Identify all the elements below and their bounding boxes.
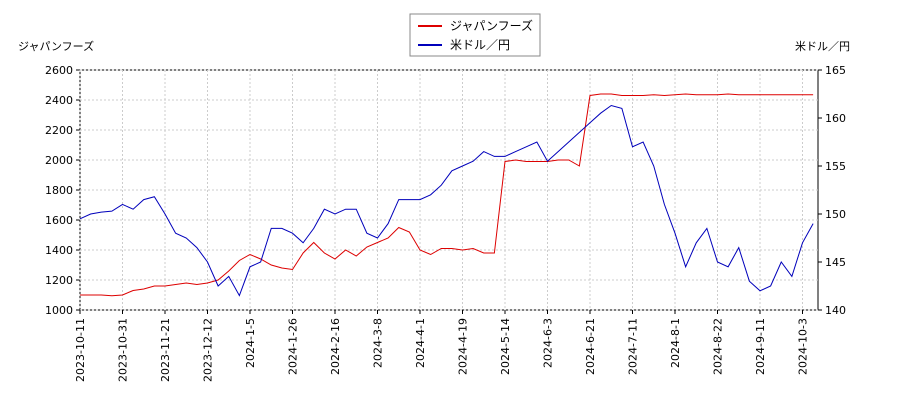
x-tick-label: 2024-5-14 (499, 318, 512, 375)
y-axis-label: ジャパンフーズ (18, 39, 94, 53)
series-line (79, 104, 814, 297)
y2-tick-label: 155 (825, 160, 846, 173)
y2-axis-label: 米ドル／円 (795, 40, 850, 53)
x-tick-label: 2024-4-1 (414, 318, 427, 368)
x-tick-label: 2024-2-16 (329, 318, 342, 375)
y2-tick-label: 165 (825, 64, 846, 77)
x-tick-label: 2024-9-11 (754, 318, 767, 375)
y-tick-label: 2000 (45, 154, 73, 167)
y2-tick-label: 145 (825, 256, 846, 269)
x-tick-label: 2024-1-26 (287, 318, 300, 375)
y-tick-label: 2400 (45, 94, 73, 107)
y-tick-label: 1200 (45, 274, 73, 287)
y2-tick-label: 160 (825, 112, 846, 125)
y-tick-label: 1800 (45, 184, 73, 197)
x-tick-label: 2024-6-21 (584, 318, 597, 375)
x-tick-label: 2024-8-22 (712, 318, 725, 375)
x-tick-label: 2024-3-8 (372, 318, 385, 368)
y2-tick-label: 150 (825, 208, 846, 221)
x-tick-label: 2023-10-31 (117, 318, 130, 382)
y2-tick-label: 140 (825, 304, 846, 317)
y-tick-label: 1000 (45, 304, 73, 317)
x-tick-label: 2023-11-21 (159, 318, 172, 382)
legend-label: 米ドル／円 (450, 38, 510, 52)
legend (409, 13, 541, 57)
series-line (80, 93, 814, 297)
x-tick-label: 2024-6-3 (542, 318, 555, 368)
x-tick-label: 2024-7-11 (627, 318, 640, 375)
x-tick-label: 2023-10-11 (74, 318, 87, 382)
x-tick-label: 2024-10-3 (797, 318, 810, 375)
y-tick-label: 2200 (45, 124, 73, 137)
x-tick-label: 2023-12-12 (202, 318, 215, 382)
y-tick-label: 1400 (45, 244, 73, 257)
legend-label: ジャパンフーズ (450, 18, 533, 33)
x-tick-label: 2024-8-1 (669, 318, 682, 368)
y-tick-label: 2600 (45, 64, 73, 77)
x-tick-label: 2024-1-5 (244, 318, 257, 368)
x-tick-label: 2024-4-19 (457, 318, 470, 375)
y-tick-label: 1600 (45, 214, 73, 227)
